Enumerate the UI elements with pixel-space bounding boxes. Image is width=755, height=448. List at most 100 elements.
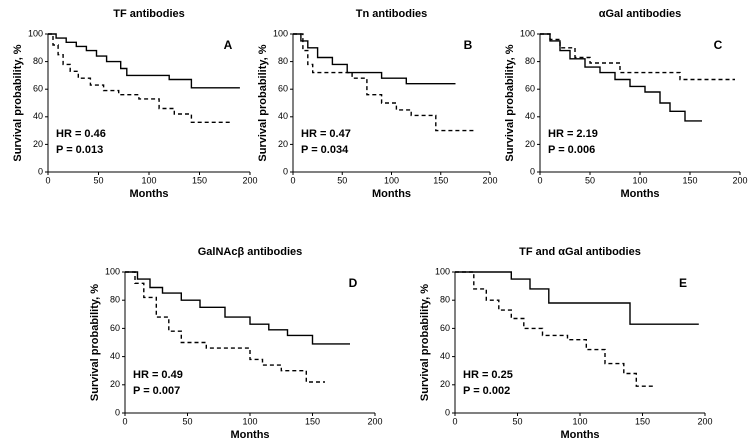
x-tick-label: 0 [45,175,50,185]
x-tick-label: 150 [192,175,207,185]
x-tick-label: 200 [732,175,747,185]
x-tick-label: 50 [585,175,595,185]
y-tick-label: 20 [278,139,288,149]
panel: 0 50 100 150 200 0 20 40 60 80 100 αGal antibodies M… [504,8,748,200]
y-tick-label: 100 [435,266,450,276]
chart-title: TF antibodies [113,8,185,20]
x-axis-label: Months [560,429,599,441]
x-tick-label: 150 [682,175,697,185]
y-tick-label: 40 [525,111,535,121]
y-tick-label: 100 [273,28,288,38]
y-tick-label: 40 [278,111,288,121]
annotation: HR = 0.49 [133,369,183,381]
y-tick-label: 100 [105,266,120,276]
panel: 0 50 100 150 200 0 20 40 60 80 100 TF and αGal anti… [419,246,713,441]
y-tick-label: 0 [115,407,120,417]
chart-title: GalNAcβ antibodies [198,246,303,258]
panel: 0 50 100 150 200 0 20 40 60 80 100 TF antibodies Mon… [12,8,258,200]
x-tick-label: 0 [290,175,295,185]
survival-curve [293,33,476,132]
y-tick-label: 0 [283,166,288,176]
panel-label: E [679,276,687,290]
y-axis-label: Survival probability, % [419,284,431,401]
x-tick-label: 100 [572,416,587,426]
panel-label: A [224,38,233,52]
x-tick-label: 0 [122,416,127,426]
x-tick-label: 0 [537,175,542,185]
x-tick-label: 150 [305,416,320,426]
survival-curve [540,33,702,122]
y-tick-label: 60 [33,84,43,94]
x-tick-label: 150 [635,416,650,426]
y-tick-label: 60 [525,84,535,94]
survival-curve [540,33,735,81]
annotation: HR = 0.47 [301,128,351,140]
y-axis-label: Survival probability, % [257,44,269,161]
y-tick-label: 20 [440,379,450,389]
y-tick-label: 80 [525,56,535,66]
y-tick-label: 100 [520,28,535,38]
x-tick-label: 50 [182,416,192,426]
x-tick-label: 200 [367,416,382,426]
y-tick-label: 0 [445,407,450,417]
chart-title: TF and αGal antibodies [519,246,641,258]
annotation: P = 0.034 [301,144,349,156]
survival-curve [293,33,456,85]
y-tick-label: 0 [530,166,535,176]
chart-title: Tn antibodies [356,8,428,20]
panel-label: B [464,38,473,52]
y-tick-label: 80 [278,56,288,66]
y-tick-label: 20 [33,139,43,149]
x-axis-label: Months [230,429,269,441]
survival-curve [125,271,325,383]
annotation: P = 0.007 [133,385,180,397]
annotation: HR = 2.19 [548,128,598,140]
y-tick-label: 80 [33,56,43,66]
x-tick-label: 100 [242,416,257,426]
x-tick-label: 50 [93,175,103,185]
y-tick-label: 60 [110,323,120,333]
y-tick-label: 20 [525,139,535,149]
x-tick-label: 150 [433,175,448,185]
x-tick-label: 50 [512,416,522,426]
panel: 0 50 100 150 200 0 20 40 60 80 100 GalNAcβ antibodi… [89,246,383,441]
annotation: HR = 0.46 [56,128,106,140]
y-tick-label: 100 [28,28,43,38]
annotation: HR = 0.25 [463,369,513,381]
y-tick-label: 40 [110,351,120,361]
y-axis-label: Survival probability, % [504,44,516,161]
y-tick-label: 0 [38,166,43,176]
y-tick-label: 60 [278,84,288,94]
annotation: P = 0.006 [548,144,595,156]
x-axis-label: Months [129,188,168,200]
x-tick-label: 100 [632,175,647,185]
x-tick-label: 100 [384,175,399,185]
survival-curve [48,33,230,123]
y-tick-label: 40 [440,351,450,361]
y-tick-label: 60 [440,323,450,333]
y-axis-label: Survival probability, % [89,284,101,401]
panel: 0 50 100 150 200 0 20 40 60 80 100 Tn antibodies Mon… [257,8,498,200]
x-tick-label: 50 [337,175,347,185]
x-tick-label: 0 [452,416,457,426]
chart-title: αGal antibodies [599,8,682,20]
y-tick-label: 80 [440,295,450,305]
y-tick-label: 80 [110,295,120,305]
x-tick-label: 100 [141,175,156,185]
annotation: P = 0.013 [56,144,103,156]
x-axis-label: Months [372,188,411,200]
annotation: P = 0.002 [463,385,510,397]
y-tick-label: 20 [110,379,120,389]
x-tick-label: 200 [482,175,497,185]
x-tick-label: 200 [697,416,712,426]
panel-label: C [714,38,723,52]
panel-label: D [349,276,358,290]
survival-curve [455,271,699,325]
y-axis-label: Survival probability, % [12,44,24,161]
x-tick-label: 200 [242,175,257,185]
x-axis-label: Months [620,188,659,200]
survival-curve [48,33,240,89]
survival-curve [125,271,350,345]
survival-curve [455,271,655,387]
